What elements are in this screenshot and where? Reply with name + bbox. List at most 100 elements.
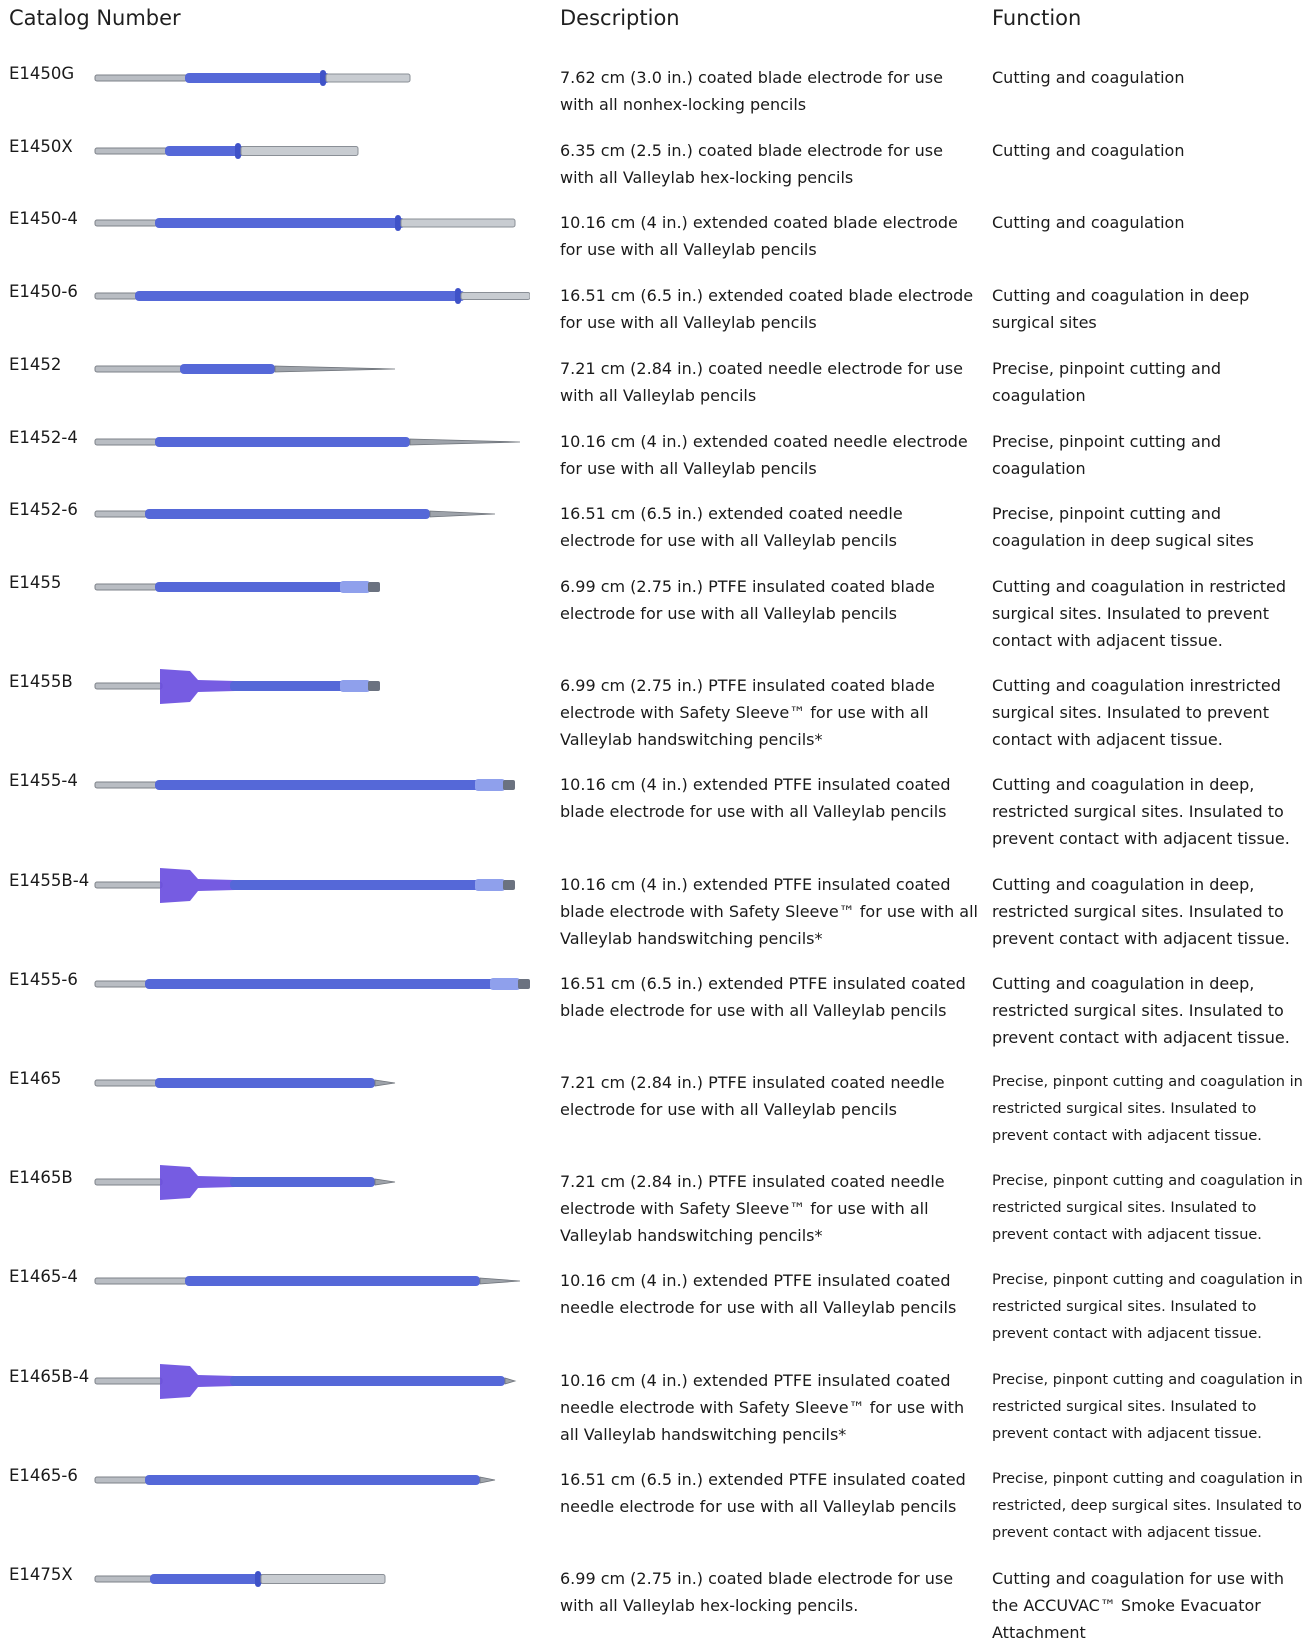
needle-tip — [479, 1476, 496, 1484]
function: Cutting and coagulation in deep surgical… — [992, 286, 1250, 332]
safety-sleeve — [160, 669, 235, 704]
electrode-image — [94, 1165, 396, 1200]
catalog-number: E1465B-4 — [9, 1367, 90, 1386]
catalog-number: E1455B-4 — [9, 871, 90, 890]
function: Precise, pinpont cutting and coagulation… — [992, 1272, 1303, 1342]
insulated-tip — [490, 978, 520, 990]
catalog-number: E1465-4 — [9, 1267, 78, 1286]
description: 10.16 cm (4 in.) extended PTFE insulated… — [560, 775, 951, 821]
coated-shaft — [155, 1078, 375, 1088]
safety-sleeve — [160, 1364, 235, 1399]
function: Cutting and coagulation for use with the… — [992, 1569, 1284, 1642]
description: 6.99 cm (2.75 in.) PTFE insulated coated… — [560, 577, 935, 623]
collar — [320, 70, 326, 86]
function: Precise, pinpoint cutting and coagulatio… — [992, 504, 1254, 550]
function: Precise, pinpont cutting and coagulation… — [992, 1471, 1303, 1541]
blade-end — [368, 582, 380, 592]
coated-shaft — [145, 509, 430, 519]
coated-shaft — [165, 146, 245, 156]
catalog-number: E1452 — [9, 355, 62, 374]
steel-shaft — [94, 980, 148, 988]
steel-shaft — [94, 438, 158, 446]
needle-tip — [429, 510, 496, 518]
catalog-number: E1465-6 — [9, 1466, 78, 1485]
collar — [255, 1571, 261, 1587]
function: Precise, pinpoint cutting and coagulatio… — [992, 359, 1222, 405]
coated-shaft — [155, 582, 380, 592]
insulated-tip — [475, 779, 505, 791]
electrode-image — [94, 978, 530, 990]
coated-shaft — [145, 1475, 480, 1485]
description: 10.16 cm (4 in.) extended PTFE insulated… — [560, 1271, 957, 1317]
description: 10.16 cm (4 in.) extended coated needle … — [560, 432, 968, 478]
catalog-number: E1450G — [9, 64, 75, 83]
description: 16.51 cm (6.5 in.) extended PTFE insulat… — [560, 974, 966, 1020]
insulated-tip — [340, 680, 370, 692]
electrode-image — [94, 143, 359, 159]
function: Cutting and coagulation in deep, restric… — [992, 875, 1290, 948]
safety-sleeve — [160, 868, 235, 903]
function: Cutting and coagulation — [992, 213, 1185, 232]
description: 7.21 cm (2.84 in.) PTFE insulated coated… — [560, 1172, 945, 1245]
function: Cutting and coagulation in restricted su… — [992, 577, 1286, 650]
catalog-number: E1465B — [9, 1168, 73, 1187]
needle-tip — [274, 365, 396, 373]
blade-tip — [325, 73, 411, 83]
description: 6.99 cm (2.75 in.) coated blade electrod… — [560, 1569, 954, 1615]
steel-shaft — [94, 881, 163, 889]
steel-shaft — [94, 1476, 148, 1484]
steel-shaft — [94, 1377, 163, 1385]
catalog-number: E1455 — [9, 573, 62, 592]
function: Precise, pinpont cutting and coagulation… — [992, 1173, 1303, 1243]
blade-tip — [460, 292, 530, 300]
coated-shaft — [185, 73, 330, 83]
steel-shaft — [94, 219, 158, 227]
coated-shaft — [185, 1276, 480, 1286]
blade-end — [503, 780, 515, 790]
coated-shaft — [150, 1574, 265, 1584]
steel-shaft — [94, 147, 168, 155]
catalog-number: E1450-4 — [9, 209, 78, 228]
header-description: Description — [560, 6, 680, 30]
electrode-image — [94, 437, 521, 447]
catalog-number: E1455B — [9, 672, 73, 691]
catalog-number: E1452-4 — [9, 428, 78, 447]
steel-shaft — [94, 583, 158, 591]
electrode-image — [94, 669, 380, 704]
coated-shaft — [135, 291, 465, 301]
blade-tip — [260, 1574, 386, 1584]
steel-shaft — [94, 365, 183, 373]
coated-shaft — [180, 364, 275, 374]
description: 10.16 cm (4 in.) extended PTFE insulated… — [560, 875, 978, 948]
electrode-image — [94, 70, 411, 86]
electrode-image — [94, 868, 515, 903]
function: Cutting and coagulation — [992, 68, 1185, 87]
blade-end — [518, 979, 530, 989]
coated-shaft — [230, 1376, 505, 1386]
steel-shaft — [94, 510, 148, 518]
description: 7.21 cm (2.84 in.) coated needle electro… — [560, 359, 963, 405]
header-function: Function — [992, 6, 1082, 30]
electrode-image — [94, 1078, 396, 1088]
description: 10.16 cm (4 in.) extended PTFE insulated… — [560, 1371, 965, 1444]
needle-tip — [479, 1277, 521, 1285]
catalog-number: E1450X — [9, 137, 73, 156]
collar — [235, 143, 241, 159]
function: Cutting and coagulation in deep, restric… — [992, 775, 1290, 848]
function: Cutting and coagulation — [992, 141, 1185, 160]
blade-tip — [400, 218, 516, 228]
insulated-tip — [475, 879, 505, 891]
steel-shaft — [94, 1277, 188, 1285]
function: Precise, pinpont cutting and coagulation… — [992, 1372, 1303, 1442]
catalog-number: E1475X — [9, 1565, 73, 1584]
coated-shaft — [155, 437, 410, 447]
blade-end — [368, 681, 380, 691]
steel-shaft — [94, 781, 158, 789]
electrode-image — [94, 1571, 386, 1587]
electrode-image — [94, 288, 530, 304]
description: 16.51 cm (6.5 in.) extended PTFE insulat… — [560, 1470, 966, 1516]
needle-tip — [504, 1377, 517, 1385]
steel-shaft — [94, 292, 138, 300]
coated-shaft — [155, 218, 405, 228]
catalog-number: E1465 — [9, 1069, 62, 1088]
